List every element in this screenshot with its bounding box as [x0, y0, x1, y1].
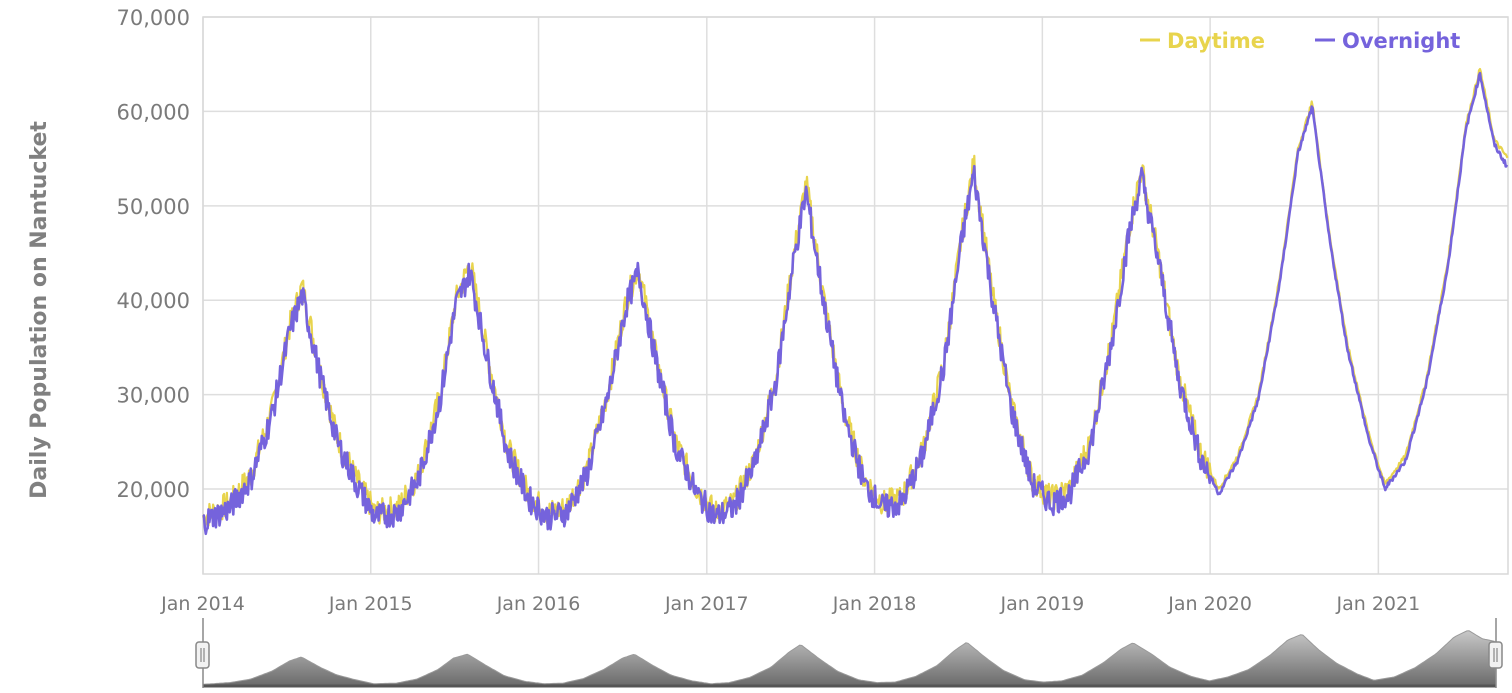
navigator-series	[202, 630, 1497, 687]
x-tick-label: Jan 2016	[496, 593, 581, 615]
x-axis: Jan 2014 Jan 2015 Jan 2016 Jan 2017 Jan 2018…	[160, 593, 1420, 615]
x-tick-label: Jan 2015	[328, 593, 413, 615]
y-axis-label: Daily Population on Nantucket	[27, 121, 52, 499]
y-axis: 20,000 30,000 40,000 50,000 60,000 70,000	[117, 6, 190, 502]
y-tick-label: 70,000	[117, 6, 190, 30]
series-line-overnight	[202, 71, 1509, 536]
range-navigator[interactable]	[195, 618, 1503, 688]
y-tick-label: 60,000	[117, 100, 190, 124]
legend-label: Overnight	[1342, 29, 1460, 53]
x-tick-label: Jan 2014	[160, 593, 245, 615]
navigator-area	[202, 630, 1497, 687]
y-tick-label: 40,000	[117, 289, 190, 313]
navigator-right-handle[interactable]	[1488, 618, 1503, 688]
x-tick-label: Jan 2017	[664, 593, 749, 615]
y-tick-label: 50,000	[117, 195, 190, 219]
y-tick-label: 20,000	[117, 478, 190, 502]
x-tick-label: Jan 2021	[1336, 593, 1421, 615]
legend[interactable]: Daytime Overnight	[1140, 29, 1460, 53]
x-tick-label: Jan 2018	[832, 593, 917, 615]
series-layer	[201, 67, 1509, 536]
navigator-left-handle[interactable]	[195, 618, 210, 688]
x-tick-label: Jan 2019	[1000, 593, 1085, 615]
x-tick-label: Jan 2020	[1167, 593, 1252, 615]
plot-border	[202, 16, 1509, 575]
legend-item-overnight[interactable]: Overnight	[1315, 29, 1460, 53]
y-tick-label: 30,000	[117, 384, 190, 408]
legend-label: Daytime	[1167, 29, 1265, 53]
legend-item-daytime[interactable]: Daytime	[1140, 29, 1265, 53]
